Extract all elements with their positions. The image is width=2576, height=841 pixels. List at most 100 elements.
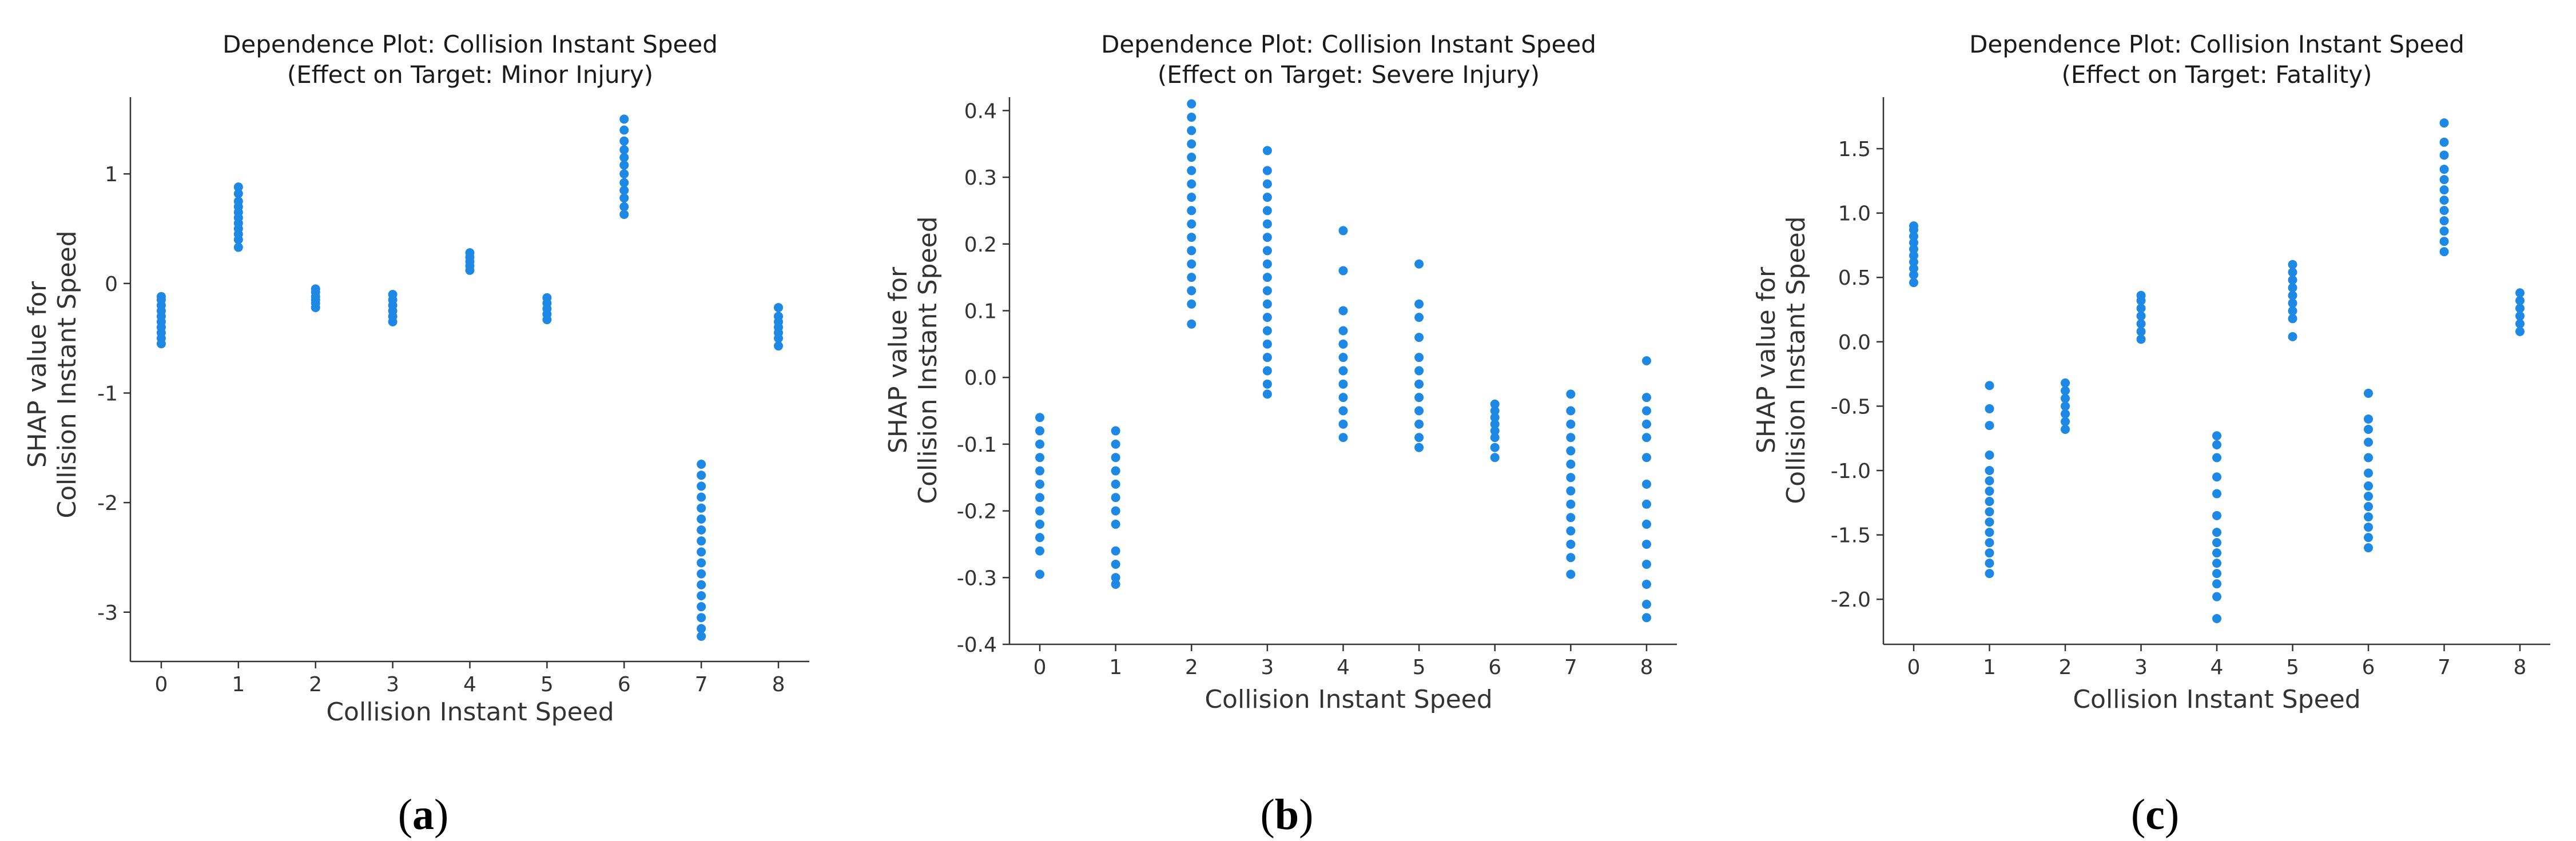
panel-b-point [1566, 553, 1576, 563]
panel-b-point [1566, 446, 1576, 456]
panel-b-point [1641, 433, 1651, 443]
panel-a-point [697, 631, 706, 641]
panel-b-point [1414, 259, 1424, 269]
panel-c-point [2136, 311, 2146, 321]
panel-b-point [1262, 299, 1272, 309]
panel-c-point [2364, 512, 2373, 522]
panel-b-point [1414, 419, 1424, 429]
panel-b-point [1262, 273, 1272, 282]
panel-a-x-tick-label: 6 [618, 673, 631, 696]
panel-c-point [2061, 386, 2070, 396]
panel-c-title-line2: (Effect on Target: Fatality) [2061, 61, 2372, 89]
panel-a-point [697, 471, 706, 480]
panel-a-x-tick-label: 7 [695, 673, 708, 696]
panel-b-title-line2: (Effect on Target: Severe Injury) [1158, 61, 1540, 89]
panel-c-x-tick-label: 1 [1983, 656, 1996, 679]
panel-b-point [1111, 579, 1120, 589]
panel-c-point [1985, 528, 1994, 537]
panel-b-y-tick-label: 0.3 [964, 166, 997, 190]
panel-c-x-tick-label: 6 [2362, 656, 2375, 679]
panel-c-x-tick-label: 0 [1907, 656, 1921, 679]
panel-b-point [1566, 473, 1576, 483]
panel-b-point [1262, 246, 1272, 256]
panel-c-point [2515, 304, 2525, 313]
panel-c-x-tick-label: 7 [2438, 656, 2451, 679]
panel-c: Dependence Plot: Collision Instant Speed… [1752, 30, 2550, 839]
panel-b-point [1035, 569, 1045, 579]
panel-c-point [2061, 424, 2070, 434]
panel-b-point [1111, 479, 1120, 489]
panel-c-point [2212, 548, 2221, 558]
panel-c-y-tick-label: 0.5 [1838, 266, 1871, 290]
panel-b-y-tick-label: -0.4 [957, 633, 997, 657]
panel-c-y-tick-label: -1.0 [1831, 460, 1871, 483]
panel-b-point [1566, 389, 1576, 399]
panel-b-point [1566, 499, 1576, 509]
panel-a-x-tick-label: 8 [772, 673, 785, 696]
panel-c-point [2212, 559, 2221, 568]
panel-a-axes: 0 1 2 3 4 5 6 7 8 -3 -2 -1 0 1 [97, 97, 809, 696]
panel-c-point [2439, 175, 2449, 185]
panel-b-point [1641, 479, 1651, 489]
panel-c-point [2439, 196, 2449, 205]
panel-b-x-tick-label: 6 [1488, 656, 1501, 679]
panel-c-point [1909, 221, 1918, 231]
panel-b-point [1338, 406, 1348, 416]
panel-b-point [1187, 153, 1196, 162]
panel-b-point [1262, 166, 1272, 176]
panel-b-y-tick-label: 0.0 [964, 366, 997, 390]
panel-c-point [2212, 528, 2221, 537]
panel-b-point [1414, 406, 1424, 416]
panel-b-point [1262, 179, 1272, 189]
panel-b-point [1338, 326, 1348, 336]
panel-b-point [1414, 443, 1424, 452]
panel-c-point [2515, 288, 2525, 298]
panel-b-point [1338, 306, 1348, 316]
panel-b-point [1262, 339, 1272, 349]
panel-b-point [1111, 439, 1120, 449]
panel-b-point [1187, 179, 1196, 189]
panel-b-point [1187, 166, 1196, 176]
panel-c-point [2364, 388, 2373, 398]
panel-a-point [697, 602, 706, 612]
panel-b-point [1262, 353, 1272, 362]
panel-a-y-tick-label: 0 [105, 273, 118, 296]
panel-c-point [1909, 270, 1918, 280]
panel-b-point [1035, 426, 1045, 436]
panel-c-point [2212, 511, 2221, 520]
panel-c-point [1909, 264, 1918, 273]
panel-b-x-tick-label: 4 [1337, 656, 1350, 679]
panel-b-point [1566, 419, 1576, 429]
panel-c-x-axis-label: Collision Instant Speed [2073, 685, 2360, 714]
panel-b-point [1035, 519, 1045, 529]
panel-a-point [619, 153, 629, 162]
panel-c-point [1985, 381, 1994, 390]
panel-a-x-tick-label: 4 [463, 673, 476, 696]
panel-c-point [2515, 296, 2525, 305]
panel-b-point [1262, 313, 1272, 322]
panel-c-point [2212, 431, 2221, 441]
panel-b-point [1035, 533, 1045, 543]
panel-a-y-tick-label: -2 [97, 492, 118, 515]
panel-b-point [1641, 419, 1651, 429]
panel-b-point [1187, 99, 1196, 109]
panel-b-point [1338, 419, 1348, 429]
panel-b-point [1262, 193, 1272, 202]
panel-b-point [1111, 519, 1120, 529]
panel-b-point [1338, 379, 1348, 389]
panel-a-point [697, 580, 706, 589]
panel-c-point [2136, 319, 2146, 329]
panel-c-point [2061, 401, 2070, 411]
panel-c-point [2212, 453, 2221, 463]
panel-a-point [156, 292, 166, 301]
panel-b-point [1111, 493, 1120, 503]
panel-b-point [1262, 379, 1272, 389]
panel-c-y-axis-label-line1: SHAP value for [1752, 266, 1781, 453]
panel-c-point [1985, 538, 1994, 548]
panel-b-point [1566, 486, 1576, 496]
panel-b-point [1414, 393, 1424, 402]
panel-c-point [2439, 150, 2449, 160]
panel-b-x-tick-label: 3 [1261, 656, 1274, 679]
panel-b-y-tick-label: 0.1 [964, 300, 997, 323]
